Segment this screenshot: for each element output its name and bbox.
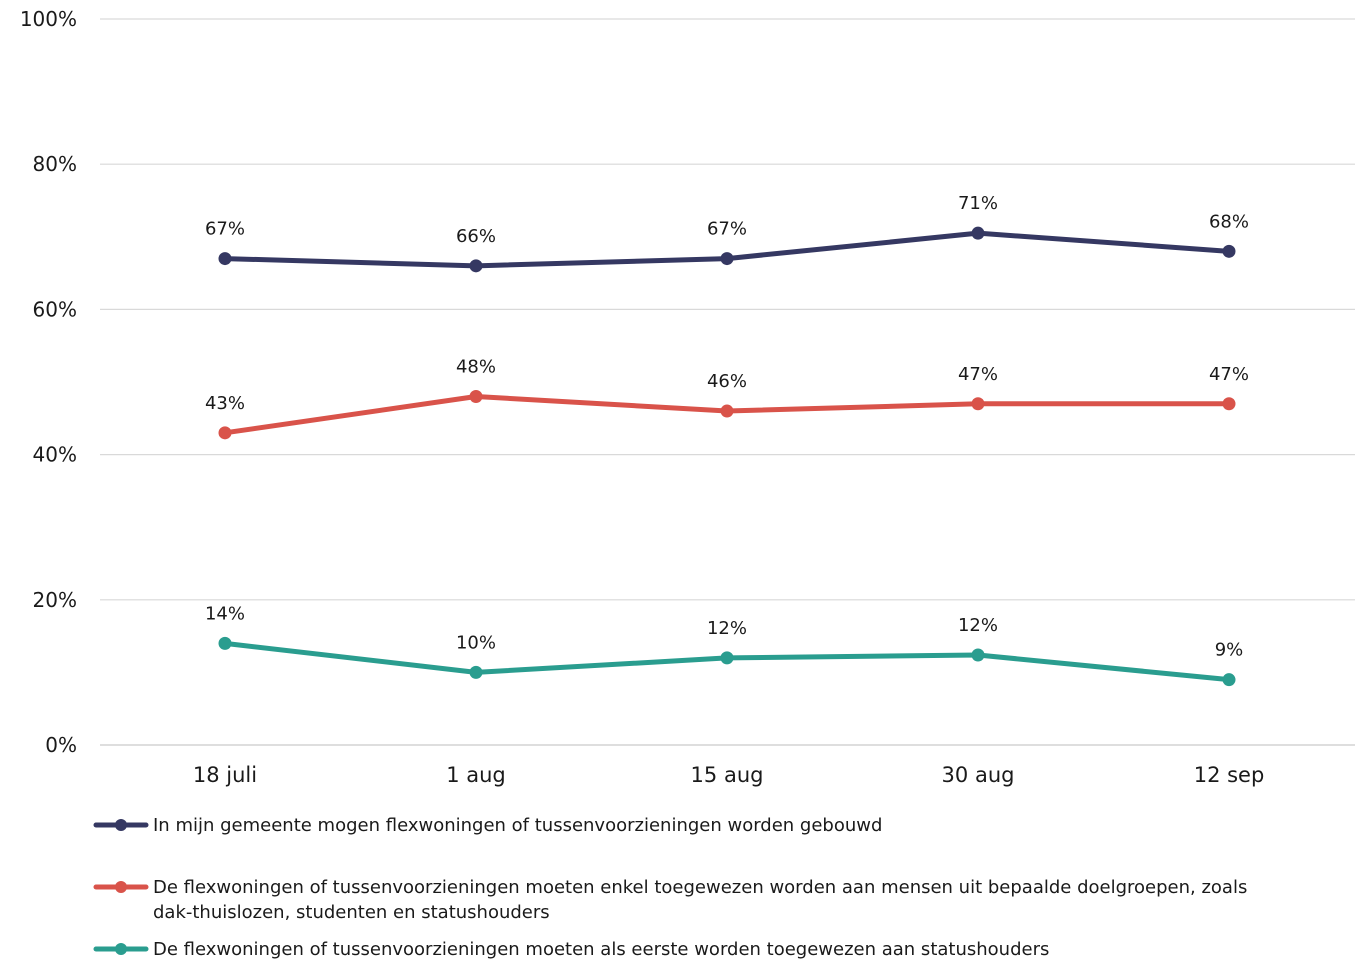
y-tick-label: 40% (33, 443, 77, 467)
x-tick-label: 12 sep (1194, 763, 1265, 787)
data-point (218, 636, 232, 650)
data-point (469, 390, 483, 404)
data-label: 67% (707, 219, 747, 240)
x-tick-label: 15 aug (691, 763, 764, 787)
data-point (218, 252, 232, 266)
y-tick-label: 20% (33, 588, 77, 612)
legend-swatch-marker (115, 881, 127, 893)
data-label: 66% (456, 226, 496, 247)
data-point (971, 226, 985, 240)
legend: In mijn gemeente mogen flexwoningen of t… (93, 815, 1247, 960)
data-label: 67% (205, 219, 245, 240)
legend-label: dak-thuislozen, studenten en statushoude… (153, 902, 550, 923)
data-point (469, 665, 483, 679)
x-tick-label: 1 aug (446, 763, 506, 787)
legend-label: In mijn gemeente mogen flexwoningen of t… (153, 815, 882, 836)
data-label: 46% (707, 371, 747, 392)
data-label: 47% (958, 364, 998, 385)
data-point (469, 259, 483, 273)
series-lines (218, 226, 1236, 687)
y-tick-label: 60% (33, 297, 77, 321)
data-label: 48% (456, 357, 496, 378)
x-tick-label: 18 juli (193, 763, 257, 787)
gridlines (100, 18, 1355, 746)
data-label: 71% (958, 193, 998, 214)
data-label: 12% (707, 618, 747, 639)
legend-swatch-marker (115, 943, 127, 955)
data-label: 43% (205, 393, 245, 414)
data-point (720, 404, 734, 418)
data-label: 14% (205, 603, 245, 624)
y-tick-label: 80% (33, 152, 77, 176)
legend-label: De flexwoningen of tussenvoorzieningen m… (153, 939, 1049, 960)
y-axis-ticks: 0% 20% 40% 60% 80% 100% (20, 7, 77, 757)
legend-label: De flexwoningen of tussenvoorzieningen m… (153, 877, 1247, 898)
data-point (1222, 673, 1236, 687)
data-point (720, 651, 734, 665)
data-label: 10% (456, 632, 496, 653)
data-label: 9% (1215, 640, 1244, 661)
data-labels: 67% 66% 67% 71% 68% 43% 48% 46% 47% 47% 14% 10% 12% 1… (205, 193, 1249, 660)
data-point (971, 397, 985, 411)
data-label: 12% (958, 615, 998, 636)
data-point (720, 252, 734, 266)
data-label: 68% (1209, 211, 1249, 232)
y-tick-label: 100% (20, 7, 77, 31)
x-axis-ticks: 18 juli 1 aug 15 aug 30 aug 12 sep (193, 763, 1264, 787)
data-point (971, 648, 985, 662)
legend-swatch-marker (115, 819, 127, 831)
x-tick-label: 30 aug (942, 763, 1015, 787)
data-label: 47% (1209, 364, 1249, 385)
y-tick-label: 0% (45, 733, 77, 757)
data-point (1222, 244, 1236, 258)
data-point (218, 426, 232, 440)
data-point (1222, 397, 1236, 411)
